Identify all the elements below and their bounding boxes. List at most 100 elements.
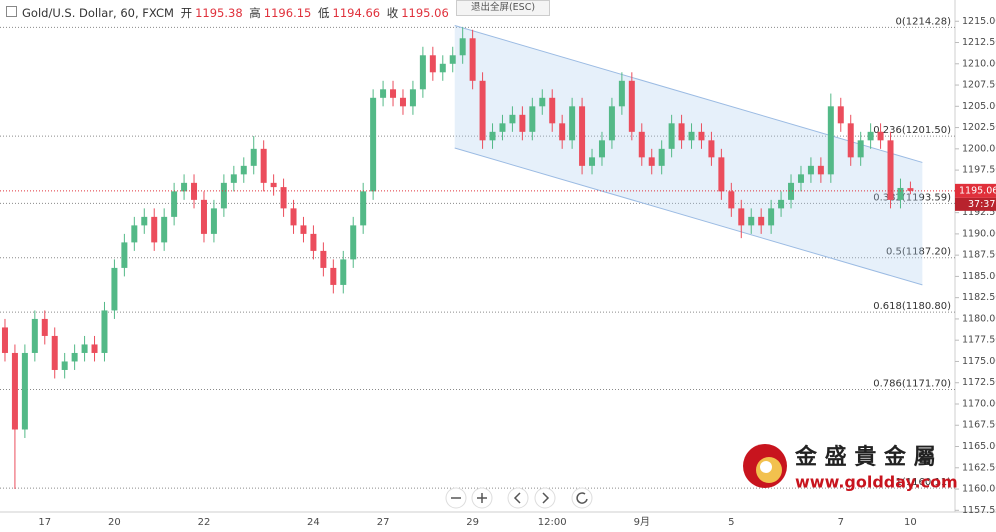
ohlc-value: 1195.06 [401, 6, 449, 20]
logo-name: 金 盛 貴 金 屬 [794, 444, 936, 470]
candle-body [509, 114, 516, 124]
candle-body [340, 259, 347, 285]
candle-body [718, 157, 725, 192]
candle-body [390, 89, 397, 98]
candle-body [479, 80, 486, 141]
candle-body [360, 191, 367, 226]
channel-upper [454, 25, 923, 163]
candle-body [260, 148, 267, 183]
candle-body [847, 123, 854, 158]
candle-body [489, 131, 496, 141]
y-tick-label: 1200.00 [962, 143, 996, 154]
candle-body [648, 157, 655, 166]
channel-layer [454, 25, 923, 286]
candle-body [11, 352, 18, 430]
channel-lower [454, 147, 923, 286]
candle-body [81, 344, 88, 353]
scroll-left[interactable] [507, 487, 529, 509]
candle-body [598, 140, 605, 158]
candle-body [817, 165, 824, 175]
candle-body [320, 250, 327, 268]
fib-label: 0.618(1180.80) [873, 301, 951, 312]
ohlc-label: 低 [318, 6, 330, 20]
y-tick-label: 1187.50 [962, 250, 996, 261]
x-tick-label: 12:00 [538, 517, 567, 528]
symbol-icon [6, 6, 17, 17]
candle-body [519, 114, 526, 132]
axis-layer: 1157.50 1160.00 1162.50 1165.00 1167.50 1170.… [0, 16, 996, 528]
x-tick-label: 17 [38, 517, 51, 528]
y-tick-label: 1215.00 [962, 16, 996, 27]
ohlc-value: 1195.38 [195, 6, 243, 20]
candle-body [529, 106, 536, 132]
reset[interactable] [571, 487, 593, 509]
x-tick-label: 27 [377, 517, 390, 528]
candle-body [797, 174, 804, 183]
candle-body [658, 148, 665, 166]
ohlc-label: 开 [180, 6, 193, 20]
candle-body [569, 106, 576, 141]
candle-body [131, 225, 138, 243]
candle-body [1, 327, 8, 353]
candle-body [151, 216, 158, 243]
zoom-out[interactable] [445, 487, 467, 509]
candle-body [330, 267, 337, 285]
candle-body [210, 208, 217, 234]
candle-body [758, 216, 765, 226]
countdown-box [955, 197, 996, 211]
x-tick-label: 20 [108, 517, 121, 528]
candle-body [708, 140, 715, 158]
zoom-in[interactable] [471, 487, 493, 509]
candle-body [91, 344, 98, 353]
fib-label: 1(1160.11) [895, 477, 951, 488]
x-tick-label: 5 [728, 517, 734, 528]
y-tick-label: 1207.50 [962, 80, 996, 91]
candle-body [161, 216, 168, 243]
candle-body [380, 89, 387, 98]
candle-body [409, 89, 416, 107]
x-tick-label: 9月 [634, 516, 650, 528]
fib-label: 0.382(1193.59) [873, 192, 951, 203]
fib-label: 0.786(1171.70) [873, 379, 951, 390]
candle-body [668, 123, 675, 149]
ohlc-value: 1194.66 [332, 6, 381, 20]
candle-body [449, 55, 456, 64]
y-tick-label: 1170.00 [962, 398, 996, 409]
candle-body [857, 140, 864, 158]
scroll-right[interactable] [534, 487, 556, 509]
countdown-label: 37:37 [968, 199, 995, 210]
candle-body [728, 191, 735, 209]
y-tick-label: 1160.00 [962, 484, 996, 495]
candle-body [897, 187, 904, 200]
candle-body [230, 174, 237, 183]
x-tick-label: 10 [904, 517, 917, 528]
ohlc-value: 1196.15 [263, 6, 312, 20]
watermark: 金 盛 貴 金 屬 www.goldday.com [743, 444, 958, 492]
candle-body [181, 182, 188, 192]
candle-body [579, 106, 586, 166]
y-tick-label: 1182.50 [962, 292, 996, 303]
candle-body [439, 63, 446, 73]
y-tick-label: 1172.50 [962, 377, 996, 388]
candle-body [310, 233, 317, 251]
candle-body [837, 106, 844, 124]
candle-body [638, 131, 645, 158]
x-tick-label: 22 [198, 517, 211, 528]
toolbar [445, 487, 593, 509]
candle-body [748, 216, 755, 226]
y-tick-label: 1212.50 [962, 37, 996, 48]
candle-body [290, 208, 297, 226]
logo-url: www.goldday.com [795, 473, 958, 492]
candle-body [300, 225, 307, 234]
fib-layer: 0(1214.28) 0.236(1201.50) 0.382(1193.59) 0.… [0, 16, 955, 489]
candle-body [350, 225, 357, 260]
fib-label: 0(1214.28) [895, 16, 951, 27]
candle-body [71, 352, 78, 362]
last-price-box [955, 183, 996, 198]
candle-body [907, 188, 914, 191]
candle-body [61, 361, 68, 370]
exit-fullscreen[interactable]: 退出全屏(ESC) [456, 0, 550, 16]
candle-body [250, 148, 257, 166]
